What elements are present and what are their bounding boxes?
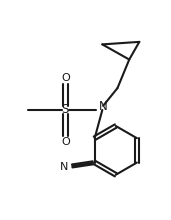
Text: S: S [62, 103, 69, 116]
Text: N: N [60, 162, 69, 172]
Text: O: O [61, 137, 70, 147]
Text: O: O [61, 73, 70, 83]
Text: N: N [99, 100, 108, 113]
